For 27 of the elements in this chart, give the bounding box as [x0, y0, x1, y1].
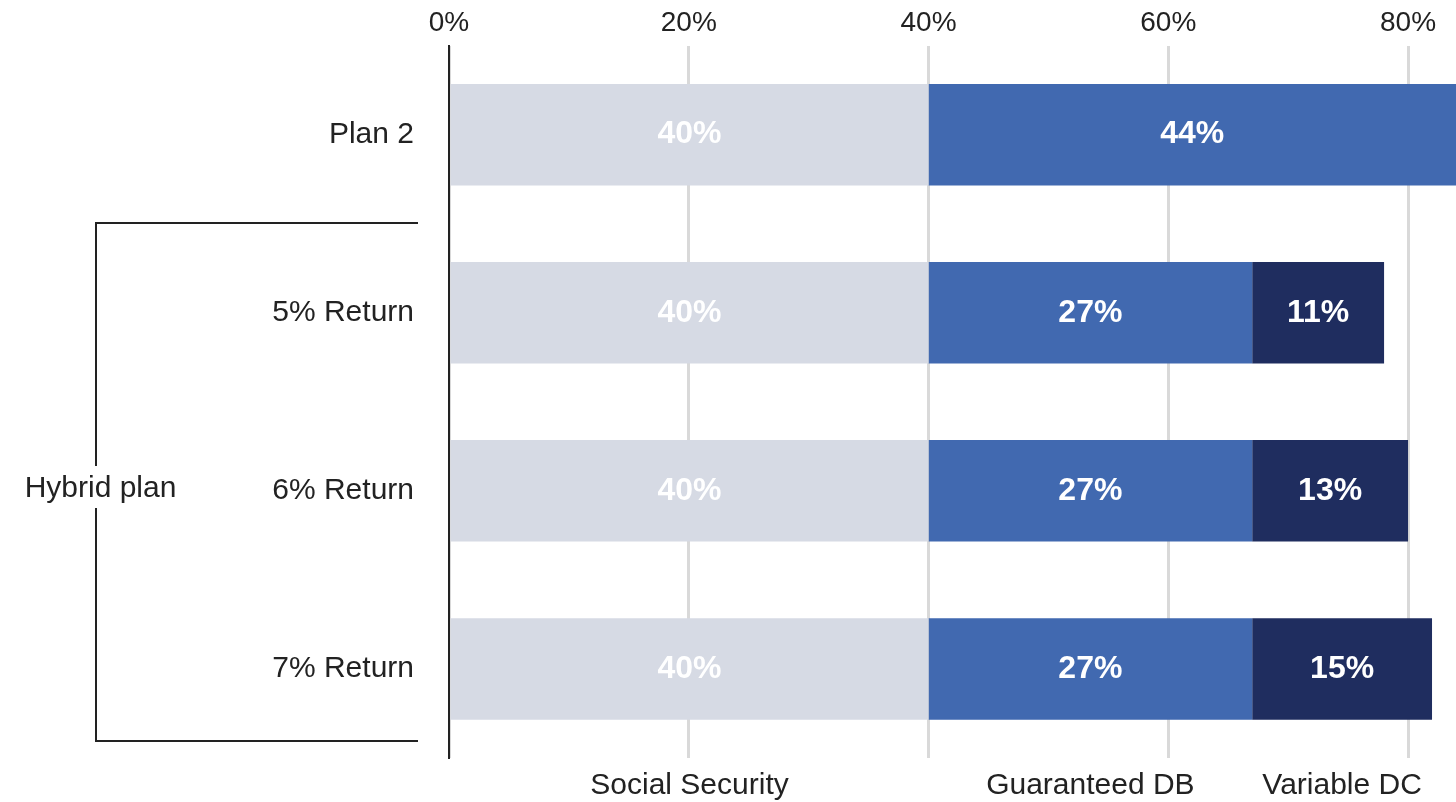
data-label: 44% — [1160, 114, 1225, 151]
x-tick-label: 60% — [1140, 5, 1197, 37]
x-tick-label: 80% — [1380, 5, 1437, 37]
data-label: 27% — [1058, 470, 1123, 507]
x-tick-label: 0% — [428, 5, 470, 37]
data-label: 27% — [1058, 292, 1123, 329]
bar — [1252, 440, 1409, 542]
bar — [1252, 261, 1385, 364]
text: Hybrid plan — [8, 466, 193, 508]
bar — [928, 618, 1253, 720]
series-label: Variable DC — [1262, 767, 1422, 801]
data-label: 15% — [1310, 648, 1375, 685]
data-label: 27% — [1058, 648, 1123, 685]
data-label: 13% — [1298, 470, 1363, 507]
y-tick-label: 5% Return — [272, 294, 414, 328]
x-tick-label: 40% — [900, 5, 957, 37]
bar — [928, 440, 1253, 542]
series-label: Guaranteed DB — [986, 767, 1195, 801]
y-tick-label: Plan 2 — [328, 115, 414, 149]
bar — [1252, 618, 1433, 720]
bar — [928, 261, 1253, 364]
bar — [928, 83, 1456, 186]
x-tick-label: 20% — [660, 5, 717, 37]
data-label: 11% — [1287, 292, 1350, 329]
y-tick-label: 7% Return — [272, 650, 414, 684]
y-tick-label: 6% Return — [272, 472, 414, 506]
series-label: Social Security — [590, 767, 789, 801]
